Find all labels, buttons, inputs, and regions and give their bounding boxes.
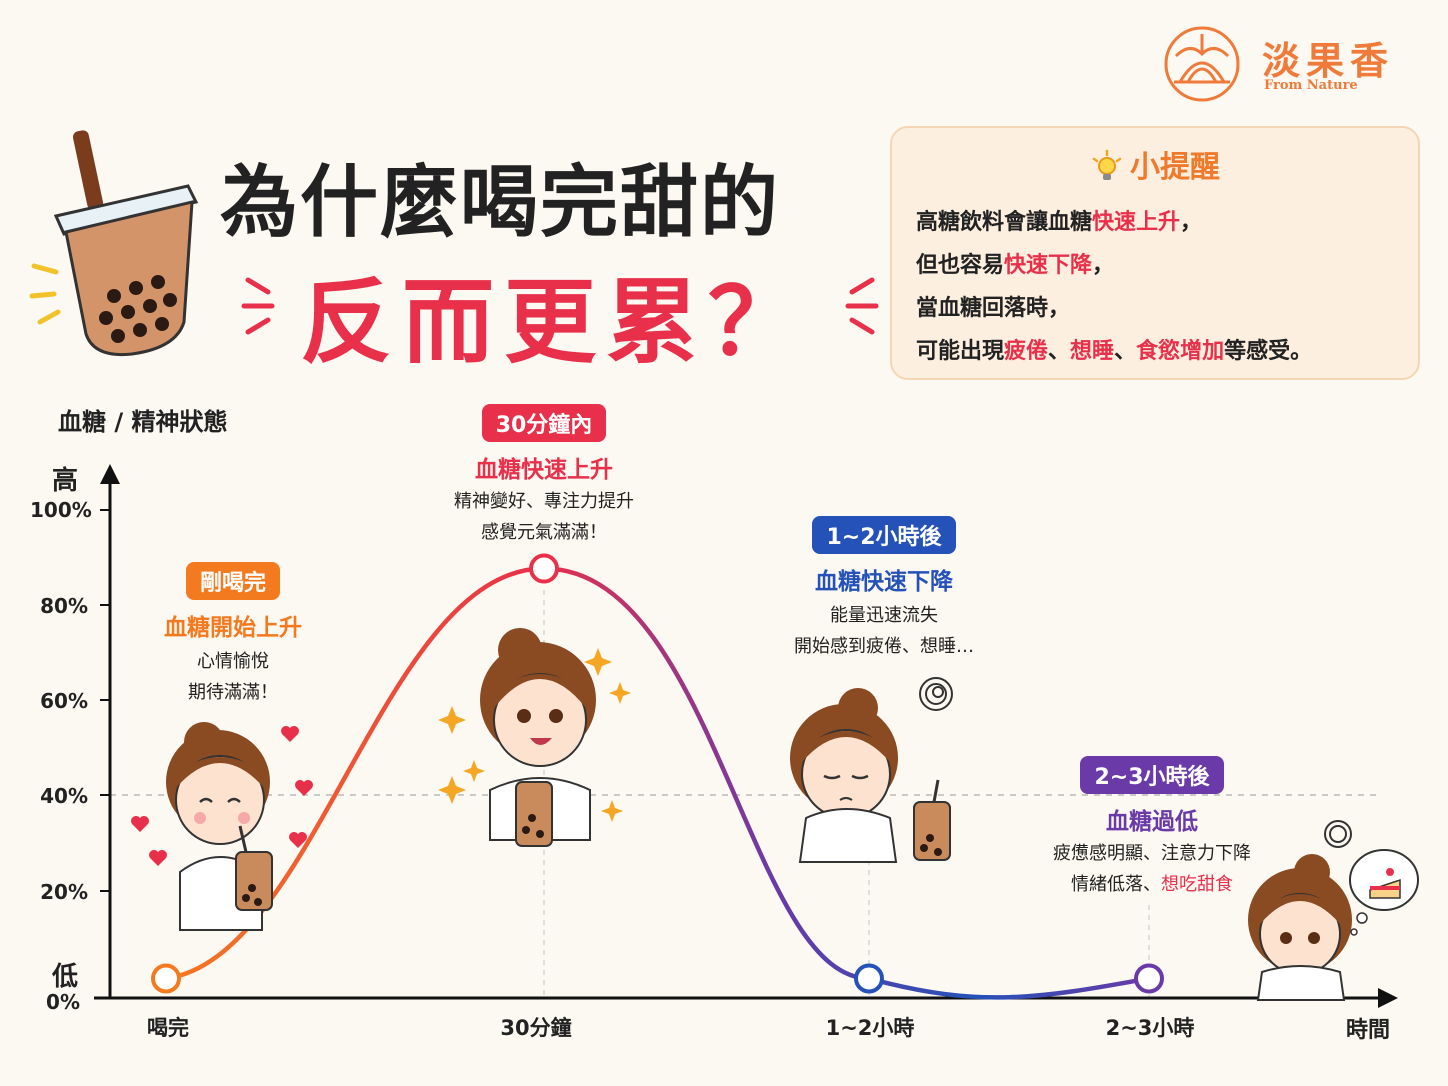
girl-tired-illustration xyxy=(790,677,953,863)
highlight-text: 食慾增加 xyxy=(1136,339,1225,364)
tip-title: 小提醒 xyxy=(892,142,1418,186)
girl-craving-sweets-illustration xyxy=(1248,820,1419,1001)
y-tick-label: 40% xyxy=(40,784,88,808)
highlight-text: 疲倦 xyxy=(1004,339,1049,364)
data-point-喝完 xyxy=(151,963,181,994)
brand-tagline: From Nature xyxy=(1264,78,1358,93)
stage-badge: 1~2小時後 xyxy=(812,516,956,554)
stage-heading: 血糖快速上升 xyxy=(475,457,613,483)
brand-name: 淡果香 xyxy=(1262,39,1395,83)
data-point-1~2小時 xyxy=(854,963,884,994)
x-tick-label: 2~3小時 xyxy=(1105,1016,1195,1040)
stage-heading: 血糖快速下降 xyxy=(815,569,953,595)
x-axis-title: 時間 xyxy=(1346,1018,1391,1043)
x-tick-label: 30分鐘 xyxy=(500,1016,572,1040)
highlight-text: 想吃甜食 xyxy=(1161,874,1233,895)
stage-badge: 剛喝完 xyxy=(185,562,280,600)
tip-title-text: 小提醒 xyxy=(1130,150,1220,185)
tip-line: 但也容易快速下降， xyxy=(916,247,1114,279)
y-axis-title: 血糖 / 精神狀態 xyxy=(58,408,228,436)
stage-text: 心情愉悅 xyxy=(197,651,269,672)
girl-energetic-illustration xyxy=(438,628,631,847)
stage-caption-1: 剛喝完 血糖開始上升 心情愉悅 期待滿滿！ xyxy=(140,562,326,708)
stage-badge: 30分鐘內 xyxy=(481,404,607,442)
plain-text: ， xyxy=(1180,210,1203,235)
tip-box: 小提醒 高糖飲料會讓血糖快速上升， 但也容易快速下降， 當血糖回落時， 可能出現… xyxy=(890,126,1420,380)
left-emphasis-icon xyxy=(241,277,275,335)
x-tick-label: 1~2小時 xyxy=(825,1016,915,1040)
stage-text: 感覺元氣滿滿！ xyxy=(481,522,607,543)
data-point-30分鐘 xyxy=(529,553,559,584)
x-tick-label: 喝完 xyxy=(147,1016,189,1040)
y-low-label: 低 xyxy=(52,962,79,992)
plain-text: ， xyxy=(1092,253,1115,278)
plain-text: 高糖飲料會讓血糖 xyxy=(916,210,1093,235)
y-high-label: 高 xyxy=(52,466,79,496)
highlight-text: 快速下降 xyxy=(1004,253,1093,278)
tip-line: 高糖飲料會讓血糖快速上升， xyxy=(916,204,1202,236)
tip-line: 可能出現疲倦、想睡、食慾增加等感受。 xyxy=(916,333,1312,365)
y-tick-label: 60% xyxy=(40,689,88,713)
plain-text: 當血糖回落時， xyxy=(916,296,1071,321)
y-tick-label: 80% xyxy=(40,594,88,618)
stage-badge: 2~3小時後 xyxy=(1080,756,1224,794)
stage-caption-2: 30分鐘內 血糖快速上升 精神變好、專注力提升 感覺元氣滿滿！ xyxy=(414,404,674,548)
girl-happy-drinking-illustration xyxy=(131,722,313,931)
tip-line: 當血糖回落時， xyxy=(916,290,1070,322)
lightbulb-icon xyxy=(1092,149,1122,180)
stage-text: 精神變好、專注力提升 xyxy=(454,491,634,512)
stage-heading: 血糖過低 xyxy=(1106,809,1198,835)
blood-sugar-curve xyxy=(163,566,1152,1000)
scribble-icon xyxy=(919,677,953,711)
plain-text: 情緒低落、 xyxy=(1071,874,1161,895)
stage-text: 開始感到疲倦、想睡… xyxy=(794,636,974,657)
y-tick-label: 100% xyxy=(30,498,92,522)
highlight-text: 快速上升 xyxy=(1092,210,1181,235)
page-subtitle: 反而更累？ xyxy=(300,269,811,376)
x-axis xyxy=(94,988,1398,1008)
stage-caption-3: 1~2小時後 血糖快速下降 能量迅速流失 開始感到疲倦、想睡… xyxy=(762,516,1006,662)
stage-text: 情緒低落、想吃甜食 xyxy=(1020,869,1284,900)
bubble-tea-icon xyxy=(29,130,199,357)
plain-text: 但也容易 xyxy=(916,253,1005,278)
stage-heading: 血糖開始上升 xyxy=(164,615,302,641)
y-tick-label: 20% xyxy=(40,880,88,904)
plain-text: 等感受。 xyxy=(1224,339,1313,364)
stage-text: 能量迅速流失 xyxy=(830,605,938,626)
cake-icon xyxy=(1369,868,1401,899)
stage-text: 疲憊感明顯、注意力下降 xyxy=(1053,843,1251,864)
scribble-icon xyxy=(1324,820,1352,848)
page-title: 為什麼喝完甜的 xyxy=(220,158,781,248)
plain-text: 、 xyxy=(1114,339,1137,364)
right-emphasis-icon xyxy=(845,277,879,335)
brand-logo-icon xyxy=(1164,26,1240,102)
data-point-2~3小時 xyxy=(1134,963,1164,994)
stage-text: 期待滿滿！ xyxy=(188,682,278,703)
plain-text: 、 xyxy=(1048,339,1071,364)
y-axis xyxy=(100,464,120,998)
highlight-text: 想睡 xyxy=(1070,339,1115,364)
y-tick-label: 0% xyxy=(46,990,80,1014)
stage-caption-4: 2~3小時後 血糖過低 疲憊感明顯、注意力下降 情緒低落、想吃甜食 xyxy=(1020,756,1284,900)
plain-text: 可能出現 xyxy=(916,339,1005,364)
